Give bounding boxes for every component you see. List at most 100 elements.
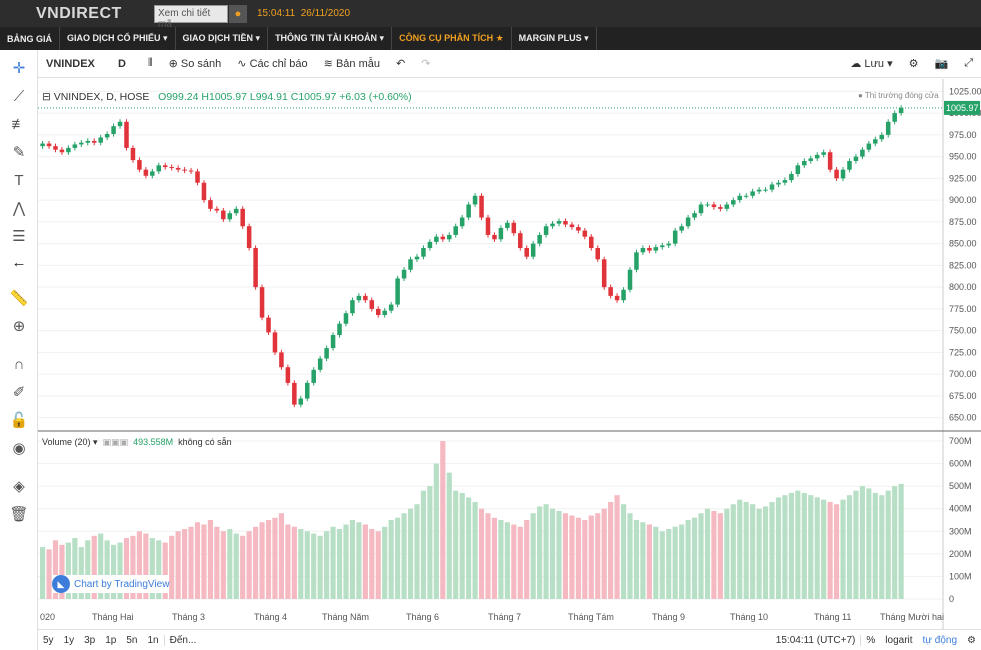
compare-button[interactable]: ⊕ So sánh [168,57,222,71]
candle-body [259,287,265,318]
trash-icon[interactable]: 🗑 [9,506,29,523]
volume-bar [524,520,530,599]
goto-date-button[interactable]: Đến... [163,634,202,646]
magnet-icon[interactable]: ∩ [13,355,25,373]
volume-bar [730,504,736,599]
indicators-button[interactable]: ∿ Các chỉ báo [237,57,308,71]
fullscreen-icon[interactable]: ⤢ [964,57,973,69]
volume-bar [220,531,226,599]
candle-body [72,144,78,148]
candle-body [892,113,897,122]
candle-body [505,222,510,228]
candle-body [679,226,684,231]
lock-drawing-icon[interactable]: ✐ [12,384,26,401]
symbol-field[interactable]: VNINDEX [46,57,95,70]
symbol-search-input[interactable]: Xem chi tiết mã [154,4,228,30]
tradingview-watermark[interactable]: ◣ Chart by TradingView [52,575,170,593]
templates-button[interactable]: ≋ Bản mẫu [323,57,380,71]
range-1m[interactable]: 1p [105,634,117,646]
range-1y[interactable]: 1y [63,634,75,646]
menu-item-5[interactable]: MARGIN PLUS ▾ [512,27,597,50]
volume-bar [362,524,368,599]
volume-bar [666,529,672,599]
eye-icon[interactable]: ● [229,4,247,23]
candle-body [756,189,762,192]
volume-bar [640,522,646,599]
volume-bar [201,524,207,599]
volume-bar [504,522,510,599]
menu-item-3[interactable]: THÔNG TIN TÀI KHOẢN ▾ [268,27,393,50]
collapse-icon[interactable]: ⊟ [42,91,54,103]
volume-bar [40,547,46,599]
candle-body [537,234,542,244]
text-icon[interactable]: T [14,171,24,189]
candle-body [814,154,820,159]
camera-icon[interactable]: 📷 [934,58,949,70]
volume-bar [595,513,601,599]
brush-icon[interactable]: ✎ [12,144,26,161]
candle-body [834,169,839,179]
volume-bar [679,524,685,599]
menu-item-1[interactable]: GIAO DỊCH CỔ PHIẾU ▾ [60,27,176,50]
back-arrow-icon[interactable]: ← [11,253,27,271]
auto-toggle[interactable]: tự động [922,634,958,646]
prediction-icon[interactable]: ☰ [12,228,26,245]
candle-body [582,230,588,237]
chart-panel[interactable]: 1025.001000.00975.00950.00925.00900.0087… [38,79,981,650]
candle-body [879,134,885,140]
candle-body [298,398,304,405]
range-1d[interactable]: 1n [147,634,159,646]
volume-bar [298,529,304,599]
indicator-icon: ∿ [237,58,250,70]
volume-bar [588,515,594,599]
ruler-icon[interactable]: 📏 [9,290,29,307]
candle-body [169,167,174,169]
price-volume-chart[interactable]: 1025.001000.00975.00950.00925.00900.0087… [38,79,981,629]
volume-bar [556,510,562,599]
volume-tick-label: 100M [949,571,972,581]
candle-body [795,165,801,175]
fib-icon[interactable]: ≢ [11,115,27,133]
unlock-icon[interactable]: 🔓 [9,412,29,429]
range-3m[interactable]: 3p [84,634,96,646]
percent-toggle[interactable]: % [860,634,880,646]
menu-item-2[interactable]: GIAO DỊCH TIỀN ▾ [176,27,269,50]
volume-bar [175,531,181,599]
zoom-in-icon[interactable]: ⊕ [12,318,26,335]
pattern-icon[interactable]: ⋀ [12,200,26,217]
volume-tick-label: 700M [949,436,972,446]
volume-bar [833,504,840,599]
time-tick-label: Tháng 6 [406,612,439,622]
volume-bar [46,549,52,599]
brand-logo[interactable]: VNDIRECT [36,4,122,22]
undo-icon[interactable]: ↶ [395,58,406,70]
log-toggle[interactable]: logarit [885,634,913,646]
volume-bar [91,535,97,599]
cloud-icon: ☁ [850,58,865,70]
price-tick-label: 925.00 [949,173,977,183]
range-5d[interactable]: 5n [126,634,138,646]
candle-type-icon[interactable]: ⫴ [148,57,153,69]
trend-line-icon[interactable]: ⟋ [13,87,25,105]
volume-bar [685,520,691,599]
save-button[interactable]: ☁ Lưu ▾ [850,57,893,71]
utc-clock[interactable]: 15:04:11 (UTC+7) [775,634,856,646]
volume-tick-label: 0 [949,594,954,604]
candle-body [472,195,478,205]
candle-body [595,247,600,260]
candle-body [860,149,865,157]
crosshair-icon[interactable]: ✛ [12,60,26,77]
eye-visibility-icon[interactable]: ◉ [12,440,26,457]
menu-item-0[interactable]: BẢNG GIÁ [0,27,60,50]
range-5y[interactable]: 5y [43,634,54,646]
interval-button[interactable]: D [118,57,126,70]
redo-icon[interactable]: ↷ [421,58,431,70]
candle-body [827,152,833,170]
volume-bar [840,499,846,599]
chart-settings-icon[interactable]: ⚙ [967,634,976,646]
settings-icon[interactable]: ⚙ [908,58,919,70]
candle-body [808,158,814,161]
menu-item-4[interactable]: CÔNG CỤ PHÂN TÍCH ★ [392,27,512,50]
layers-icon[interactable]: ◈ [13,478,25,495]
server-clock: 15:04:11 26/11/2020 [257,8,351,19]
